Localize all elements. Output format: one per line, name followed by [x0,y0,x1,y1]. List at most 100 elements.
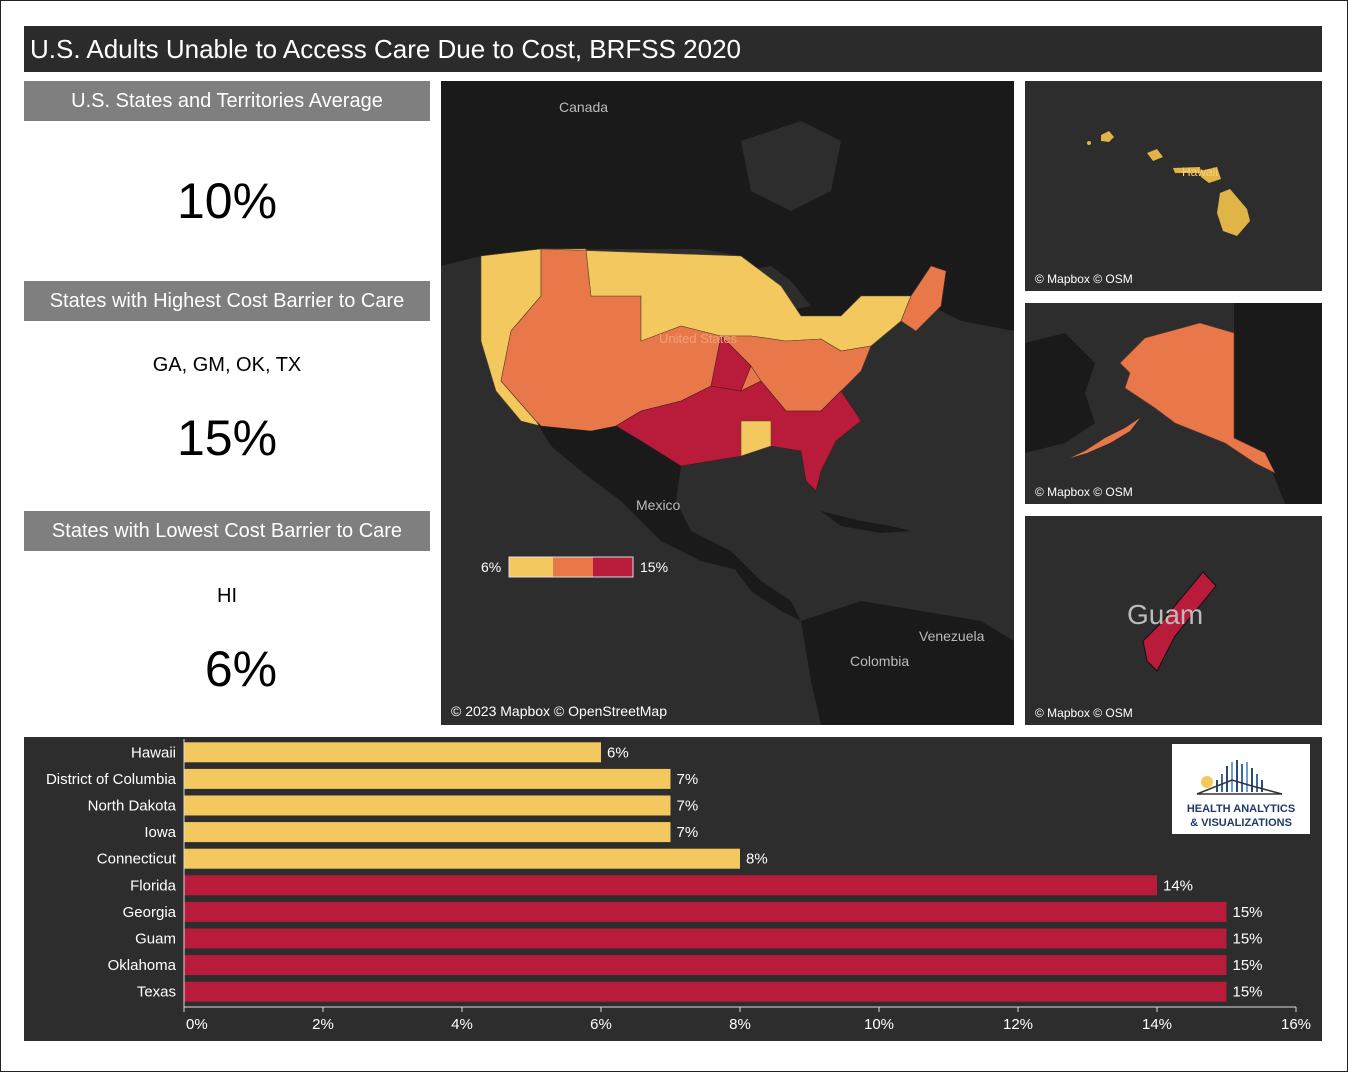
bar [184,875,1157,896]
south-america [801,601,1014,725]
bar-value-label: 6% [607,744,629,761]
guam-map-attribution[interactable]: © Mapbox © OSM [1035,706,1133,720]
bar-category-label: Oklahoma [108,957,177,974]
main-map[interactable]: 6% 15% Canada United States Mexico Venez… [441,81,1014,725]
bar-value-label: 15% [1233,931,1263,948]
hawaii-island-maui [1200,167,1221,183]
x-tick-label: 0% [186,1016,208,1033]
hawaii-island-big [1217,189,1250,236]
x-tick-label: 16% [1281,1016,1311,1033]
canada-label: Canada [559,99,608,115]
us-louisiana [740,420,772,457]
logo-mountain-icon [1196,779,1283,795]
logo-sun-icon [1201,776,1213,788]
average-value: 10% [176,173,278,229]
bar-value-label: 15% [1233,904,1263,921]
central-america [731,551,801,621]
bar-category-label: Hawaii [131,744,176,761]
hawaii-map-attribution[interactable]: © Mapbox © OSM [1035,272,1133,286]
bar-value-label: 15% [1233,957,1263,974]
guam-map-canvas: Guam [1127,571,1217,672]
bar-value-label: 14% [1163,877,1193,894]
bar-value-label: 7% [677,798,699,815]
us-label: United States [659,331,738,346]
main-map-attribution[interactable]: © 2023 Mapbox © OpenStreetMap [451,703,667,719]
us-south [615,380,862,492]
x-tick-label: 6% [590,1016,612,1033]
venezuela-label: Venezuela [919,628,985,644]
bar-category-label: Florida [130,877,177,894]
bar [184,848,740,869]
bar-category-label: Texas [137,984,176,1001]
bar [184,928,1227,949]
aleutian-chain [1070,418,1140,458]
bar [184,822,671,843]
legend-low-swatch [509,557,553,577]
us-northeast [900,265,947,332]
bar-category-label: Georgia [123,904,177,921]
logo-bars-icon [1216,760,1263,792]
caribbean-islands [821,511,911,533]
x-tick-label: 10% [864,1016,894,1033]
alaska-map-attribution[interactable]: © Mapbox © OSM [1035,485,1133,499]
bar-chart: Hawaii 6% District of Columbia 7% North Dako… [46,739,1311,1033]
guam-label: Guam [1127,599,1203,630]
highest-header: States with Highest Cost Barrier to Care [24,281,430,321]
hawaii-island-oahu [1147,149,1163,161]
mexico-land [536,421,741,571]
legend-border [508,556,634,578]
hawaii-island-niihau [1087,141,1091,145]
hawaii-island-molokai [1173,167,1201,173]
bar [184,901,1227,922]
hav-logo: HEALTH ANALYTICS & VISUALIZATIONS [1172,744,1310,834]
legend-min-label: 6% [481,559,501,575]
alaska-land [1119,322,1276,474]
bar-value-label: 7% [677,771,699,788]
x-tick-label: 2% [312,1016,334,1033]
bar-chart-panel: Hawaii 6% District of Columbia 7% North Dako… [24,737,1322,1041]
legend-high-swatch [593,557,633,577]
lowest-states: HI [217,585,237,607]
colombia-label: Colombia [850,653,909,669]
main-map-canvas: 6% 15% Canada United States Mexico Venez… [441,81,1014,725]
canada-land [1234,303,1322,504]
hawaii-map-canvas: Hawaii [1087,131,1250,236]
bar-category-label: North Dakota [88,798,177,815]
bar [184,955,1227,976]
bar-category-label: Guam [135,931,176,948]
average-header: U.S. States and Territories Average [24,81,430,121]
legend-mid-swatch [553,557,593,577]
hav-logo-graphic: HEALTH ANALYTICS & VISUALIZATIONS [1187,760,1295,829]
bar-value-label: 8% [746,851,768,868]
x-tick-label: 14% [1142,1016,1172,1033]
alaska-map-canvas [1025,303,1322,504]
hawaii-map[interactable]: Hawaii © Mapbox © OSM [1025,81,1322,291]
x-tick-label: 12% [1003,1016,1033,1033]
bar-value-label: 15% [1233,984,1263,1001]
guam-map[interactable]: Guam © Mapbox © OSM [1025,516,1322,725]
logo-line2: & VISUALIZATIONS [1190,817,1292,829]
mexico-label: Mexico [636,497,681,513]
highest-states: GA, GM, OK, TX [152,354,302,376]
highest-value: 15% [176,410,278,466]
bar [184,981,1227,1002]
logo-line1: HEALTH ANALYTICS [1187,803,1295,815]
bar-category-label: District of Columbia [46,771,177,788]
x-tick-label: 4% [451,1016,473,1033]
canada-land [441,81,1014,331]
guam-land [1142,571,1217,672]
alaska-map[interactable]: © Mapbox © OSM [1025,303,1322,504]
hudson-bay [741,121,841,211]
bar-category-label: Connecticut [97,851,177,868]
legend-max-label: 15% [640,559,668,575]
page-title: U.S. Adults Unable to Access Care Due to… [24,26,1322,72]
lowest-header: States with Lowest Cost Barrier to Care [24,511,430,551]
bar-category-label: Iowa [144,824,176,841]
hawaii-label: Hawaii [1182,165,1218,179]
bar [184,742,601,763]
bar [184,795,671,816]
russia-land [1025,333,1095,453]
us-missouri [710,335,752,392]
bar [184,768,671,789]
bar-value-label: 7% [677,824,699,841]
